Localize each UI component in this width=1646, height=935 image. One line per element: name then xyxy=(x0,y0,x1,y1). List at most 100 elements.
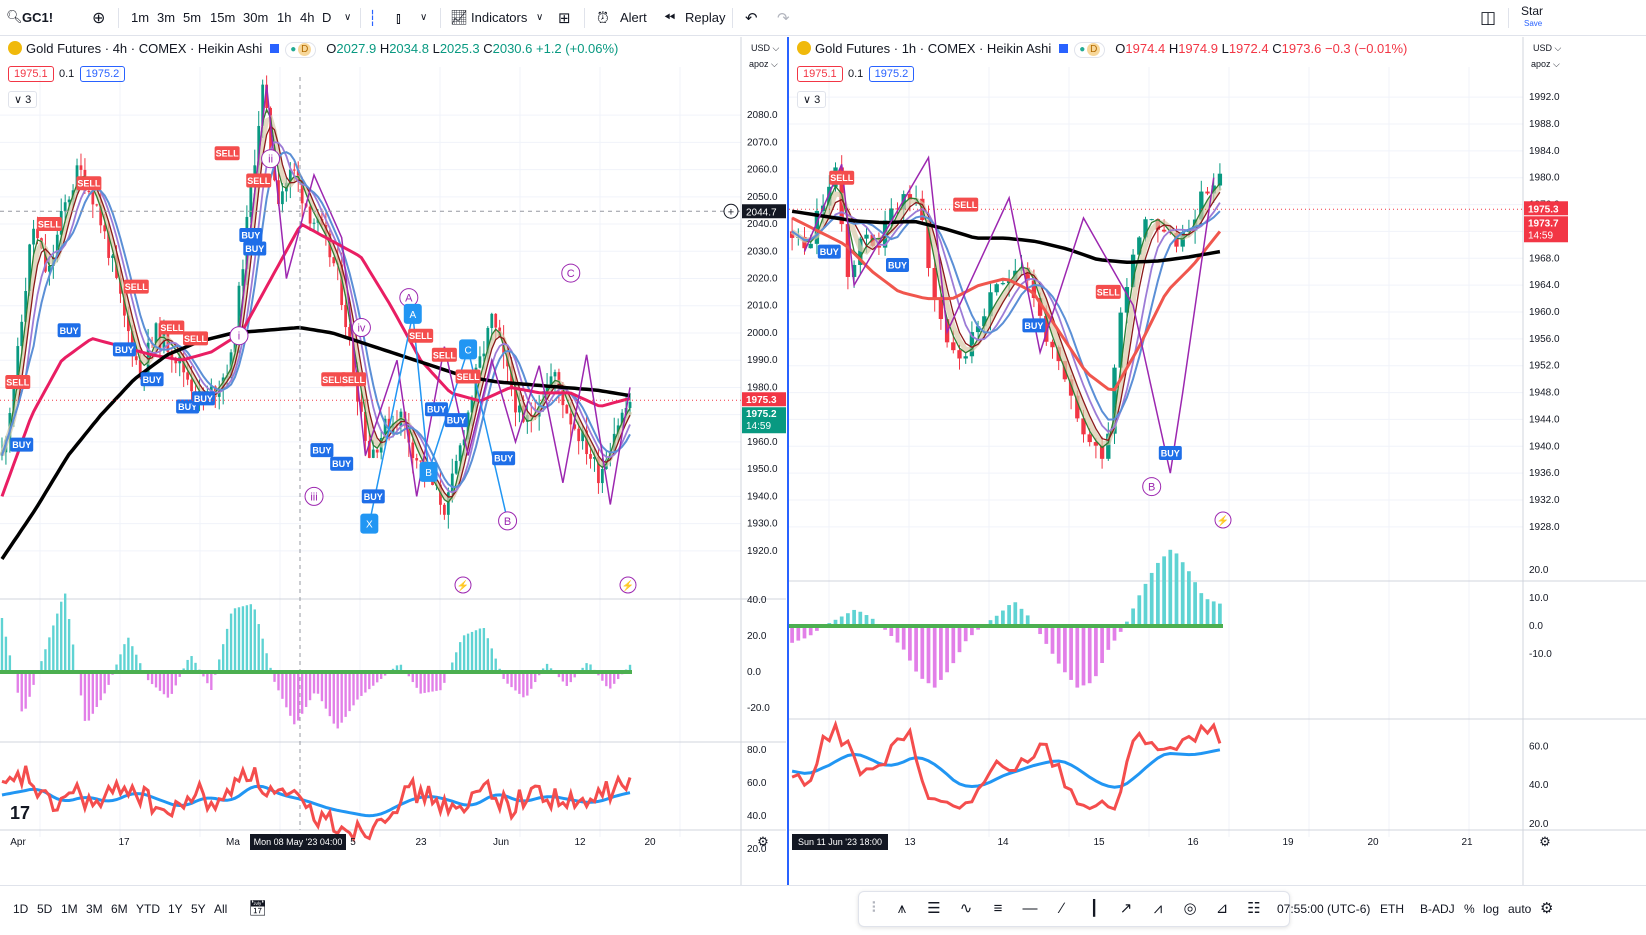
range-ytd[interactable]: YTD xyxy=(136,902,160,916)
candle-body xyxy=(1149,219,1154,221)
price-tick-label: 1988.0 xyxy=(1529,119,1560,130)
range-1d[interactable]: 1D xyxy=(13,902,29,916)
chevron-down-icon[interactable]: ∨ xyxy=(536,12,544,23)
drag-handle-icon[interactable]: ⠇ xyxy=(870,900,882,917)
range-6m[interactable]: 6M xyxy=(111,902,128,916)
trend-pattern-icon[interactable]: ⩚ xyxy=(897,900,907,917)
indicators-button[interactable]: Indicators xyxy=(471,10,528,25)
range-3m[interactable]: 3M xyxy=(86,902,103,916)
histogram-bar xyxy=(218,659,221,672)
alert-button[interactable]: Alert xyxy=(620,10,647,25)
indicators-collapse-button[interactable]: ∨ 3 xyxy=(8,91,38,108)
histogram-bar xyxy=(103,672,106,694)
candle-body xyxy=(1087,434,1092,443)
bid-button[interactable]: 1975.1 xyxy=(797,66,843,82)
chart-title[interactable]: Gold Futures · 1h · COMEX · Heikin Ashi xyxy=(815,41,1052,56)
histogram-bar xyxy=(170,672,174,694)
alert-clock-icon[interactable]: ⏰︎ xyxy=(597,9,609,27)
chart-canvas-4h[interactable]: SELLBUYSELLBUYSELLSELLBUYSELLBUYSELLBUYB… xyxy=(0,37,786,885)
range-1y[interactable]: 1Y xyxy=(168,902,183,916)
range-all[interactable]: All xyxy=(214,902,228,916)
histogram-bar xyxy=(1218,603,1222,626)
price-tick-label: 1932.0 xyxy=(1529,495,1560,506)
horizontal-line-icon[interactable]: — xyxy=(1022,900,1038,917)
candle-body xyxy=(1118,312,1123,368)
auto-scale-button[interactable]: auto xyxy=(1508,902,1532,916)
goto-date-icon[interactable]: 📅︎ xyxy=(248,899,268,917)
redo-icon[interactable]: ↷ xyxy=(777,9,790,27)
projection-icon[interactable]: ◎ xyxy=(1183,900,1197,917)
session-type-button[interactable]: ETH xyxy=(1380,902,1404,916)
trend-line-icon[interactable]: ∕ xyxy=(1060,900,1064,917)
range-1m[interactable]: 1M xyxy=(61,902,78,916)
abcd-pattern-icon[interactable]: ∿ xyxy=(959,900,973,917)
back-adjust-button[interactable]: B-ADJ xyxy=(1420,902,1455,916)
market-status-badge[interactable]: ● D xyxy=(285,42,317,58)
chevron-down-icon[interactable]: ∨ xyxy=(344,12,352,23)
session-clock[interactable]: 07:55:00 (UTC-6) xyxy=(1277,902,1371,916)
chevron-down-icon[interactable]: ∨ xyxy=(420,12,428,23)
chart-title[interactable]: Gold Futures · 4h · COMEX · Heikin Ashi xyxy=(26,41,263,56)
measure-icon[interactable]: ⊿ xyxy=(1215,900,1229,917)
chart-pane-left[interactable]: SELL BUY SELL BUY SELL SELL BUY SELL BUY SELL BUY B… xyxy=(0,37,786,885)
ray-icon[interactable]: ↗ xyxy=(1119,900,1133,917)
chart-canvas-1h[interactable]: SELL BUY BUY SELL BUY SELL BUY B ⚡ USD ⌵ apoz ⌵ 199… xyxy=(789,37,1646,885)
ask-button[interactable]: 1975.2 xyxy=(868,66,915,82)
elliott-wave-icon[interactable]: ⩘ xyxy=(1153,900,1163,917)
candle-body xyxy=(628,402,632,408)
more-tools-icon[interactable]: ☷ xyxy=(1247,900,1261,917)
search-icon[interactable]: 🔍︎ xyxy=(6,10,23,25)
interval-1h[interactable]: 1h xyxy=(277,10,292,25)
layout-split-icon[interactable]: ◫ xyxy=(1480,8,1497,28)
histogram-bar xyxy=(202,672,205,677)
histogram-bar xyxy=(221,644,225,672)
templates-grid-icon[interactable]: ⊞ xyxy=(558,9,571,27)
interval-D[interactable]: D xyxy=(322,10,332,25)
fib-retracement-icon[interactable]: ☰ xyxy=(927,900,941,917)
market-status-badge[interactable]: ● D xyxy=(1074,42,1106,58)
range-5d[interactable]: 5D xyxy=(37,902,53,916)
save-button[interactable]: Save xyxy=(1524,19,1543,28)
wave-label-text: B xyxy=(504,516,511,528)
replay-icon[interactable]: ⏪︎ xyxy=(664,10,676,26)
histogram-bar xyxy=(435,672,438,691)
long-position-icon[interactable]: ┃ xyxy=(1089,900,1099,917)
interval-15m[interactable]: 15m xyxy=(210,10,236,25)
flag-icon[interactable] xyxy=(270,44,280,53)
interval-30m[interactable]: 30m xyxy=(243,10,269,25)
interval-5m[interactable]: 5m xyxy=(183,10,202,25)
percent-scale-button[interactable]: % xyxy=(1464,902,1475,916)
histogram-bar xyxy=(423,672,426,693)
sell-signal-label xyxy=(214,146,240,161)
histogram-bar xyxy=(474,630,478,672)
histogram-bar xyxy=(1205,599,1210,626)
bid-button[interactable]: 1975.1 xyxy=(8,66,54,82)
histogram-bar xyxy=(565,672,569,686)
parallel-channel-icon[interactable]: ≡ xyxy=(993,900,1003,917)
add-alert-plus-icon xyxy=(723,203,739,219)
range-5y[interactable]: 5Y xyxy=(191,902,206,916)
ask-button[interactable]: 1975.2 xyxy=(79,66,126,82)
undo-icon[interactable]: ↶ xyxy=(745,9,758,27)
indicators-icon[interactable]: 📈︎ xyxy=(450,10,468,26)
interval-3m[interactable]: 3m xyxy=(157,10,176,25)
histogram-bar xyxy=(846,613,850,626)
interval-4h[interactable]: 4h xyxy=(300,10,315,25)
interval-1m[interactable]: 1m xyxy=(131,10,150,25)
compare-symbol-icon[interactable]: ⊕ xyxy=(92,8,106,27)
histogram-bar xyxy=(233,608,237,672)
star-label[interactable]: Star xyxy=(1521,4,1544,18)
log-scale-button[interactable]: log xyxy=(1483,902,1500,916)
bars-type-icon[interactable]: ⫾ xyxy=(396,9,401,27)
chart-pane-right[interactable]: SELL BUY BUY SELL BUY SELL BUY B ⚡ USD ⌵ apoz ⌵ 199… xyxy=(787,37,1646,885)
histogram-bar xyxy=(833,619,838,626)
candle-type-icon[interactable]: ┆ xyxy=(368,9,378,27)
settings-gear-icon[interactable]: ⚙ xyxy=(1540,899,1554,917)
histogram-bar xyxy=(1125,621,1129,626)
signal-text: SELL xyxy=(247,176,271,186)
indicators-collapse-button[interactable]: ∨ 3 xyxy=(797,91,827,108)
replay-button[interactable]: Replay xyxy=(685,10,726,25)
symbol-search-button[interactable]: GC1! xyxy=(22,10,54,25)
flag-icon[interactable] xyxy=(1059,44,1069,53)
histogram-bar xyxy=(79,672,83,696)
